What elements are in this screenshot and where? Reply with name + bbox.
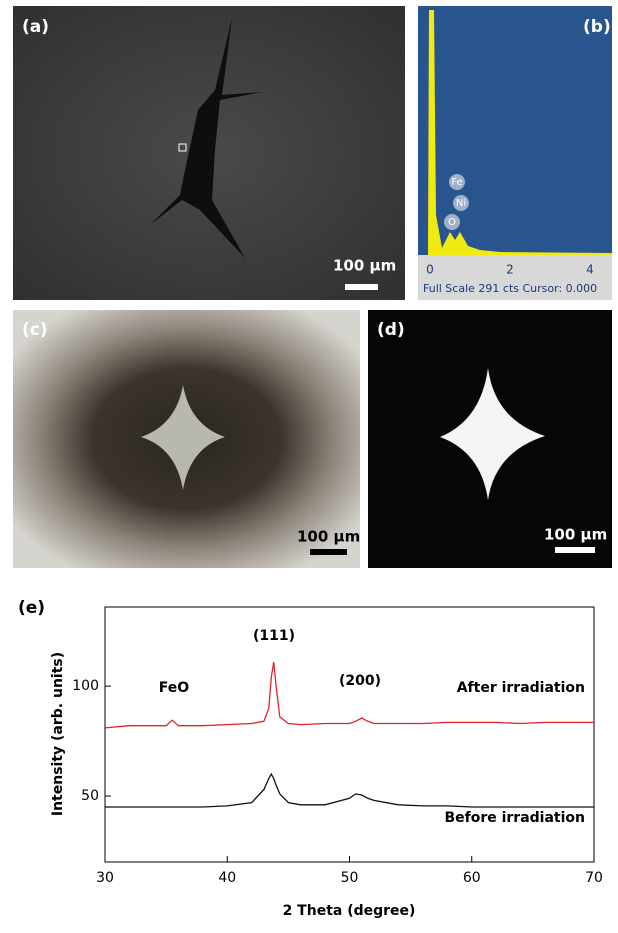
y-axis-label: Intensity (arb. units) xyxy=(50,652,66,816)
series-label: Before irradiation xyxy=(444,810,585,826)
y-tick-label: 50 xyxy=(81,788,99,804)
scale-label: 100 μm xyxy=(333,257,396,275)
panel-label: (d) xyxy=(377,320,405,340)
panel-label: (a) xyxy=(22,17,49,37)
eds-tick: 0 xyxy=(426,263,434,277)
scale-label: 100 μm xyxy=(297,528,360,546)
panel-label: (b) xyxy=(583,17,611,37)
x-tick-label: 60 xyxy=(463,870,481,886)
peak-label: O xyxy=(448,217,456,228)
eds-footer: Full Scale 291 cts Cursor: 0.000 xyxy=(423,282,597,295)
figure: (a) 100 μm Fe Ni O 0 2 4 Full Scale 291 … xyxy=(0,0,618,929)
series-label: After irradiation xyxy=(457,680,585,696)
scale-label: 100 μm xyxy=(544,526,607,544)
scale-bar xyxy=(310,549,347,555)
peak-label: Fe xyxy=(451,177,462,188)
data-line xyxy=(105,774,594,807)
scale-bar xyxy=(555,547,595,553)
peak-annotation: FeO xyxy=(159,680,189,696)
x-tick-label: 50 xyxy=(341,870,359,886)
x-tick-label: 70 xyxy=(585,870,603,886)
page: {"panels": { "a": {"label": "(a)", "scal… xyxy=(0,0,618,929)
eds-tick: 4 xyxy=(586,263,594,277)
panel-label: (e) xyxy=(18,598,45,618)
x-axis-label: 2 Theta (degree) xyxy=(283,903,416,919)
peak-annotation: (111) xyxy=(253,628,295,644)
peak-annotation: (200) xyxy=(339,673,381,689)
x-tick-label: 40 xyxy=(218,870,236,886)
panel-label: (c) xyxy=(22,320,48,340)
scale-bar xyxy=(345,284,378,290)
peak-label: Ni xyxy=(456,198,466,209)
x-tick-label: 30 xyxy=(96,870,114,886)
eds-tick: 2 xyxy=(506,263,514,277)
y-tick-label: 100 xyxy=(72,678,99,694)
